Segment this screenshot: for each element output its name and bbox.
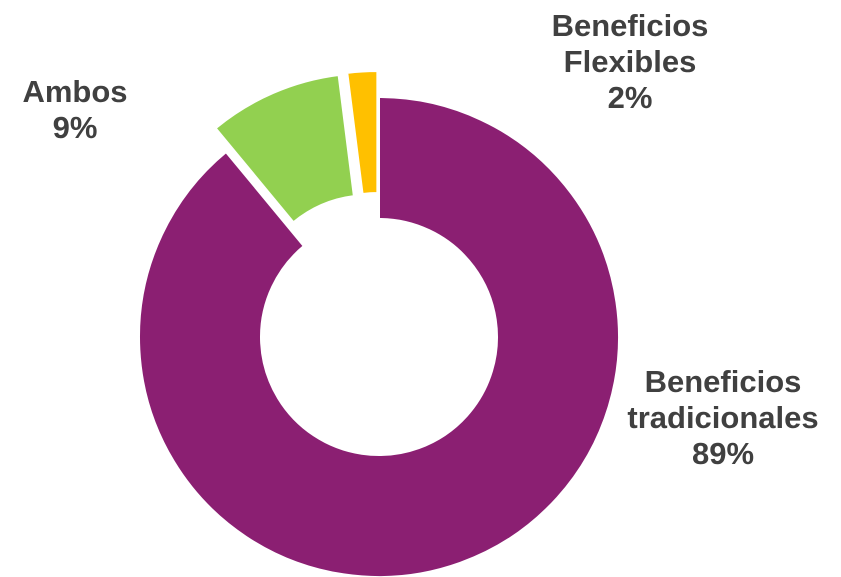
slice-label-traditional-benefits: Beneficios tradicionales 89% (608, 364, 838, 472)
slice-both (214, 73, 356, 224)
slice-label-both-percent: 9% (52, 110, 98, 145)
slice-label-both: Ambos 9% (0, 74, 150, 146)
slice-label-traditional-percent: 89% (691, 436, 755, 471)
slice-flexible-benefits (346, 70, 379, 196)
slice-label-traditional-line-1: Beneficios (644, 364, 802, 399)
slice-label-flexible-line-2: Flexibles (563, 44, 697, 79)
slice-label-flexible-benefits: Beneficios Flexibles 2% (515, 8, 745, 116)
slice-traditional-benefits (138, 95, 620, 577)
slice-label-flexible-line-1: Beneficios (551, 8, 709, 43)
slice-label-both-line-1: Ambos (22, 74, 128, 109)
slice-label-traditional-line-2: tradicionales (627, 400, 819, 435)
slice-label-flexible-percent: 2% (607, 80, 653, 115)
